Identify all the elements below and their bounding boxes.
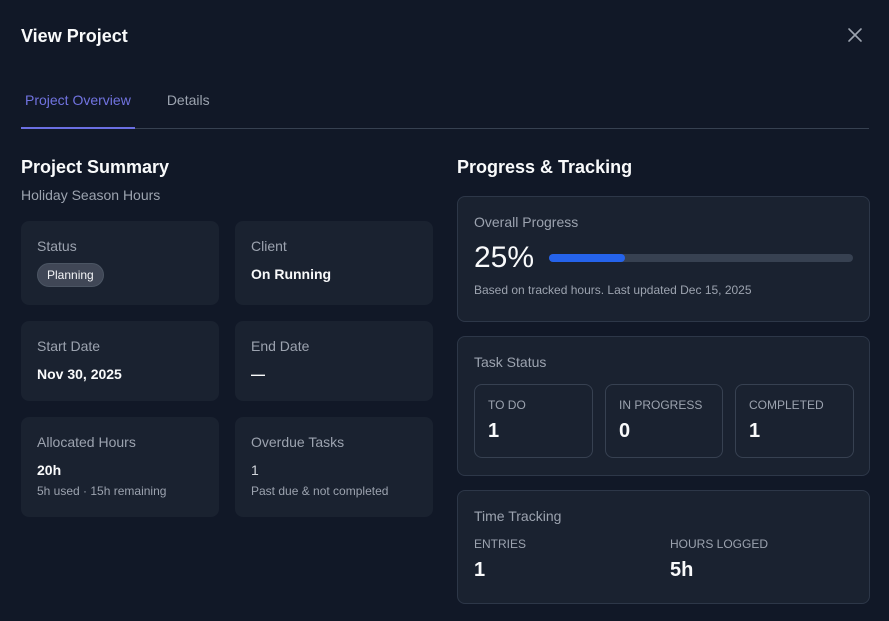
progress-bar-fill: [549, 254, 625, 262]
client-value: On Running: [251, 266, 332, 282]
progress-tracking-section: Progress & Tracking Overall Progress 25%…: [457, 156, 870, 604]
task-completed-label: COMPLETED: [749, 398, 824, 412]
task-in-progress-count: 0: [619, 420, 631, 442]
status-card: Status Planning: [21, 221, 219, 305]
project-name: Holiday Season Hours: [21, 187, 161, 203]
entries-label: ENTRIES: [474, 537, 527, 551]
task-in-progress-label: IN PROGRESS: [619, 398, 703, 412]
time-tracking-label: Time Tracking: [474, 508, 562, 524]
overdue-tasks-card: Overdue Tasks 1 Past due & not completed: [235, 417, 433, 517]
allocated-hours-label: Allocated Hours: [37, 434, 136, 450]
allocated-hours-card: Allocated Hours 20h 5h used · 15h remain…: [21, 417, 219, 517]
hours-logged-value: 5h: [670, 559, 694, 581]
client-card: Client On Running: [235, 221, 433, 305]
start-date-label: Start Date: [37, 338, 101, 354]
task-status-label: Task Status: [474, 354, 547, 370]
task-status-panel: Task Status TO DO 1 IN PROGRESS 0 COMPLE…: [457, 336, 870, 476]
progress-note: Based on tracked hours. Last updated Dec…: [474, 283, 752, 297]
close-button[interactable]: [846, 26, 864, 44]
start-date-value: Nov 30, 2025: [37, 366, 122, 382]
tab-project-overview[interactable]: Project Overview: [21, 84, 135, 129]
hours-logged-stat: HOURS LOGGED 5h: [670, 537, 866, 582]
overdue-tasks-note: Past due & not completed: [251, 484, 389, 498]
tab-bar: Project Overview Details: [21, 84, 869, 129]
close-icon: [848, 28, 862, 42]
time-tracking-panel: Time Tracking ENTRIES 1 HOURS LOGGED 5h: [457, 490, 870, 604]
task-completed-count: 1: [749, 420, 761, 442]
status-label: Status: [37, 238, 77, 254]
task-todo-label: TO DO: [488, 398, 526, 412]
hours-logged-label: HOURS LOGGED: [670, 537, 769, 551]
overdue-tasks-label: Overdue Tasks: [251, 434, 345, 450]
allocated-hours-note: 5h used · 15h remaining: [37, 484, 167, 498]
end-date-value: —: [251, 366, 265, 382]
start-date-card: Start Date Nov 30, 2025: [21, 321, 219, 401]
progress-percent: 25%: [474, 241, 535, 274]
overdue-tasks-value: 1: [251, 462, 259, 478]
section-title-summary: Project Summary: [21, 157, 170, 177]
task-completed-box: COMPLETED 1: [735, 384, 854, 458]
overall-progress-label: Overall Progress: [474, 214, 579, 230]
entries-value: 1: [474, 559, 486, 581]
status-badge: Planning: [37, 263, 104, 287]
section-title-progress: Progress & Tracking: [457, 157, 633, 177]
allocated-hours-value: 20h: [37, 462, 62, 478]
progress-bar: [549, 254, 853, 262]
end-date-label: End Date: [251, 338, 310, 354]
end-date-card: End Date —: [235, 321, 433, 401]
modal-title: View Project: [21, 26, 128, 46]
tab-details[interactable]: Details: [166, 92, 210, 108]
task-in-progress-box: IN PROGRESS 0: [605, 384, 723, 458]
project-summary-section: Project Summary Holiday Season Hours Sta…: [21, 156, 433, 517]
task-todo-count: 1: [488, 420, 500, 442]
client-label: Client: [251, 238, 287, 254]
modal-header: View Project: [21, 24, 868, 48]
overall-progress-panel: Overall Progress 25% Based on tracked ho…: [457, 196, 870, 322]
entries-stat: ENTRIES 1: [474, 537, 670, 582]
task-todo-box: TO DO 1: [474, 384, 593, 458]
